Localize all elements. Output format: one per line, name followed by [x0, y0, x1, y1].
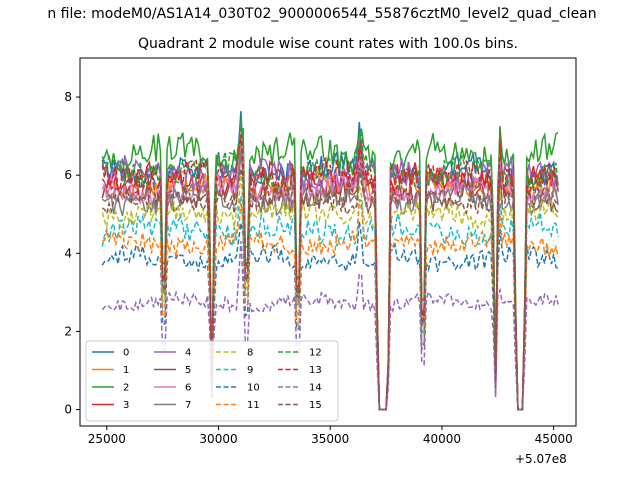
series-line-12 — [101, 118, 559, 411]
legend-label-12: 12 — [309, 348, 322, 359]
x-tick-label: 45000 — [535, 432, 573, 446]
legend-label-1: 1 — [123, 365, 129, 376]
legend-label-9: 9 — [247, 365, 253, 376]
series-layer — [101, 111, 559, 411]
legend-label-8: 8 — [247, 348, 253, 359]
y-tick-label: 0 — [64, 403, 72, 417]
legend-label-13: 13 — [309, 365, 322, 376]
series-line-7 — [101, 150, 559, 411]
legend-label-7: 7 — [185, 400, 191, 411]
series-line-15 — [101, 167, 559, 411]
legend-label-3: 3 — [123, 400, 129, 411]
legend-label-10: 10 — [247, 383, 260, 394]
legend-label-6: 6 — [185, 383, 191, 394]
series-line-9 — [101, 196, 559, 411]
legend-label-2: 2 — [123, 383, 129, 394]
legend-label-14: 14 — [309, 383, 322, 394]
legend-label-4: 4 — [185, 348, 191, 359]
legend-label-0: 0 — [123, 348, 129, 359]
x-tick-label: 30000 — [199, 432, 237, 446]
legend-label-15: 15 — [309, 400, 322, 411]
x-tick-label: 25000 — [88, 432, 126, 446]
x-offset-label: +5.07e8 — [515, 452, 567, 466]
series-line-10 — [101, 221, 559, 411]
series-line-13 — [101, 134, 559, 411]
figure-suptitle: n file: modeM0/AS1A14_030T02_9000006544_… — [47, 6, 597, 22]
series-line-14 — [101, 241, 559, 411]
legend-box — [85, 340, 339, 422]
x-axis: 25000 30000 35000 40000 45000 — [88, 426, 573, 446]
x-tick-label: 35000 — [311, 432, 349, 446]
series-line-4 — [101, 135, 559, 411]
legend-label-11: 11 — [247, 400, 260, 411]
y-axis: 0 2 4 6 8 — [64, 90, 80, 417]
y-tick-label: 8 — [64, 90, 72, 104]
series-line-11 — [102, 199, 559, 411]
legend-label-5: 5 — [185, 365, 191, 376]
y-tick-label: 2 — [64, 324, 72, 338]
x-tick-label: 40000 — [423, 432, 461, 446]
chart-title: Quadrant 2 module wise count rates with … — [138, 36, 518, 52]
plot-frame — [79, 57, 577, 427]
y-tick-label: 4 — [64, 246, 72, 260]
y-tick-label: 6 — [64, 168, 72, 182]
series-line-8 — [101, 170, 559, 411]
